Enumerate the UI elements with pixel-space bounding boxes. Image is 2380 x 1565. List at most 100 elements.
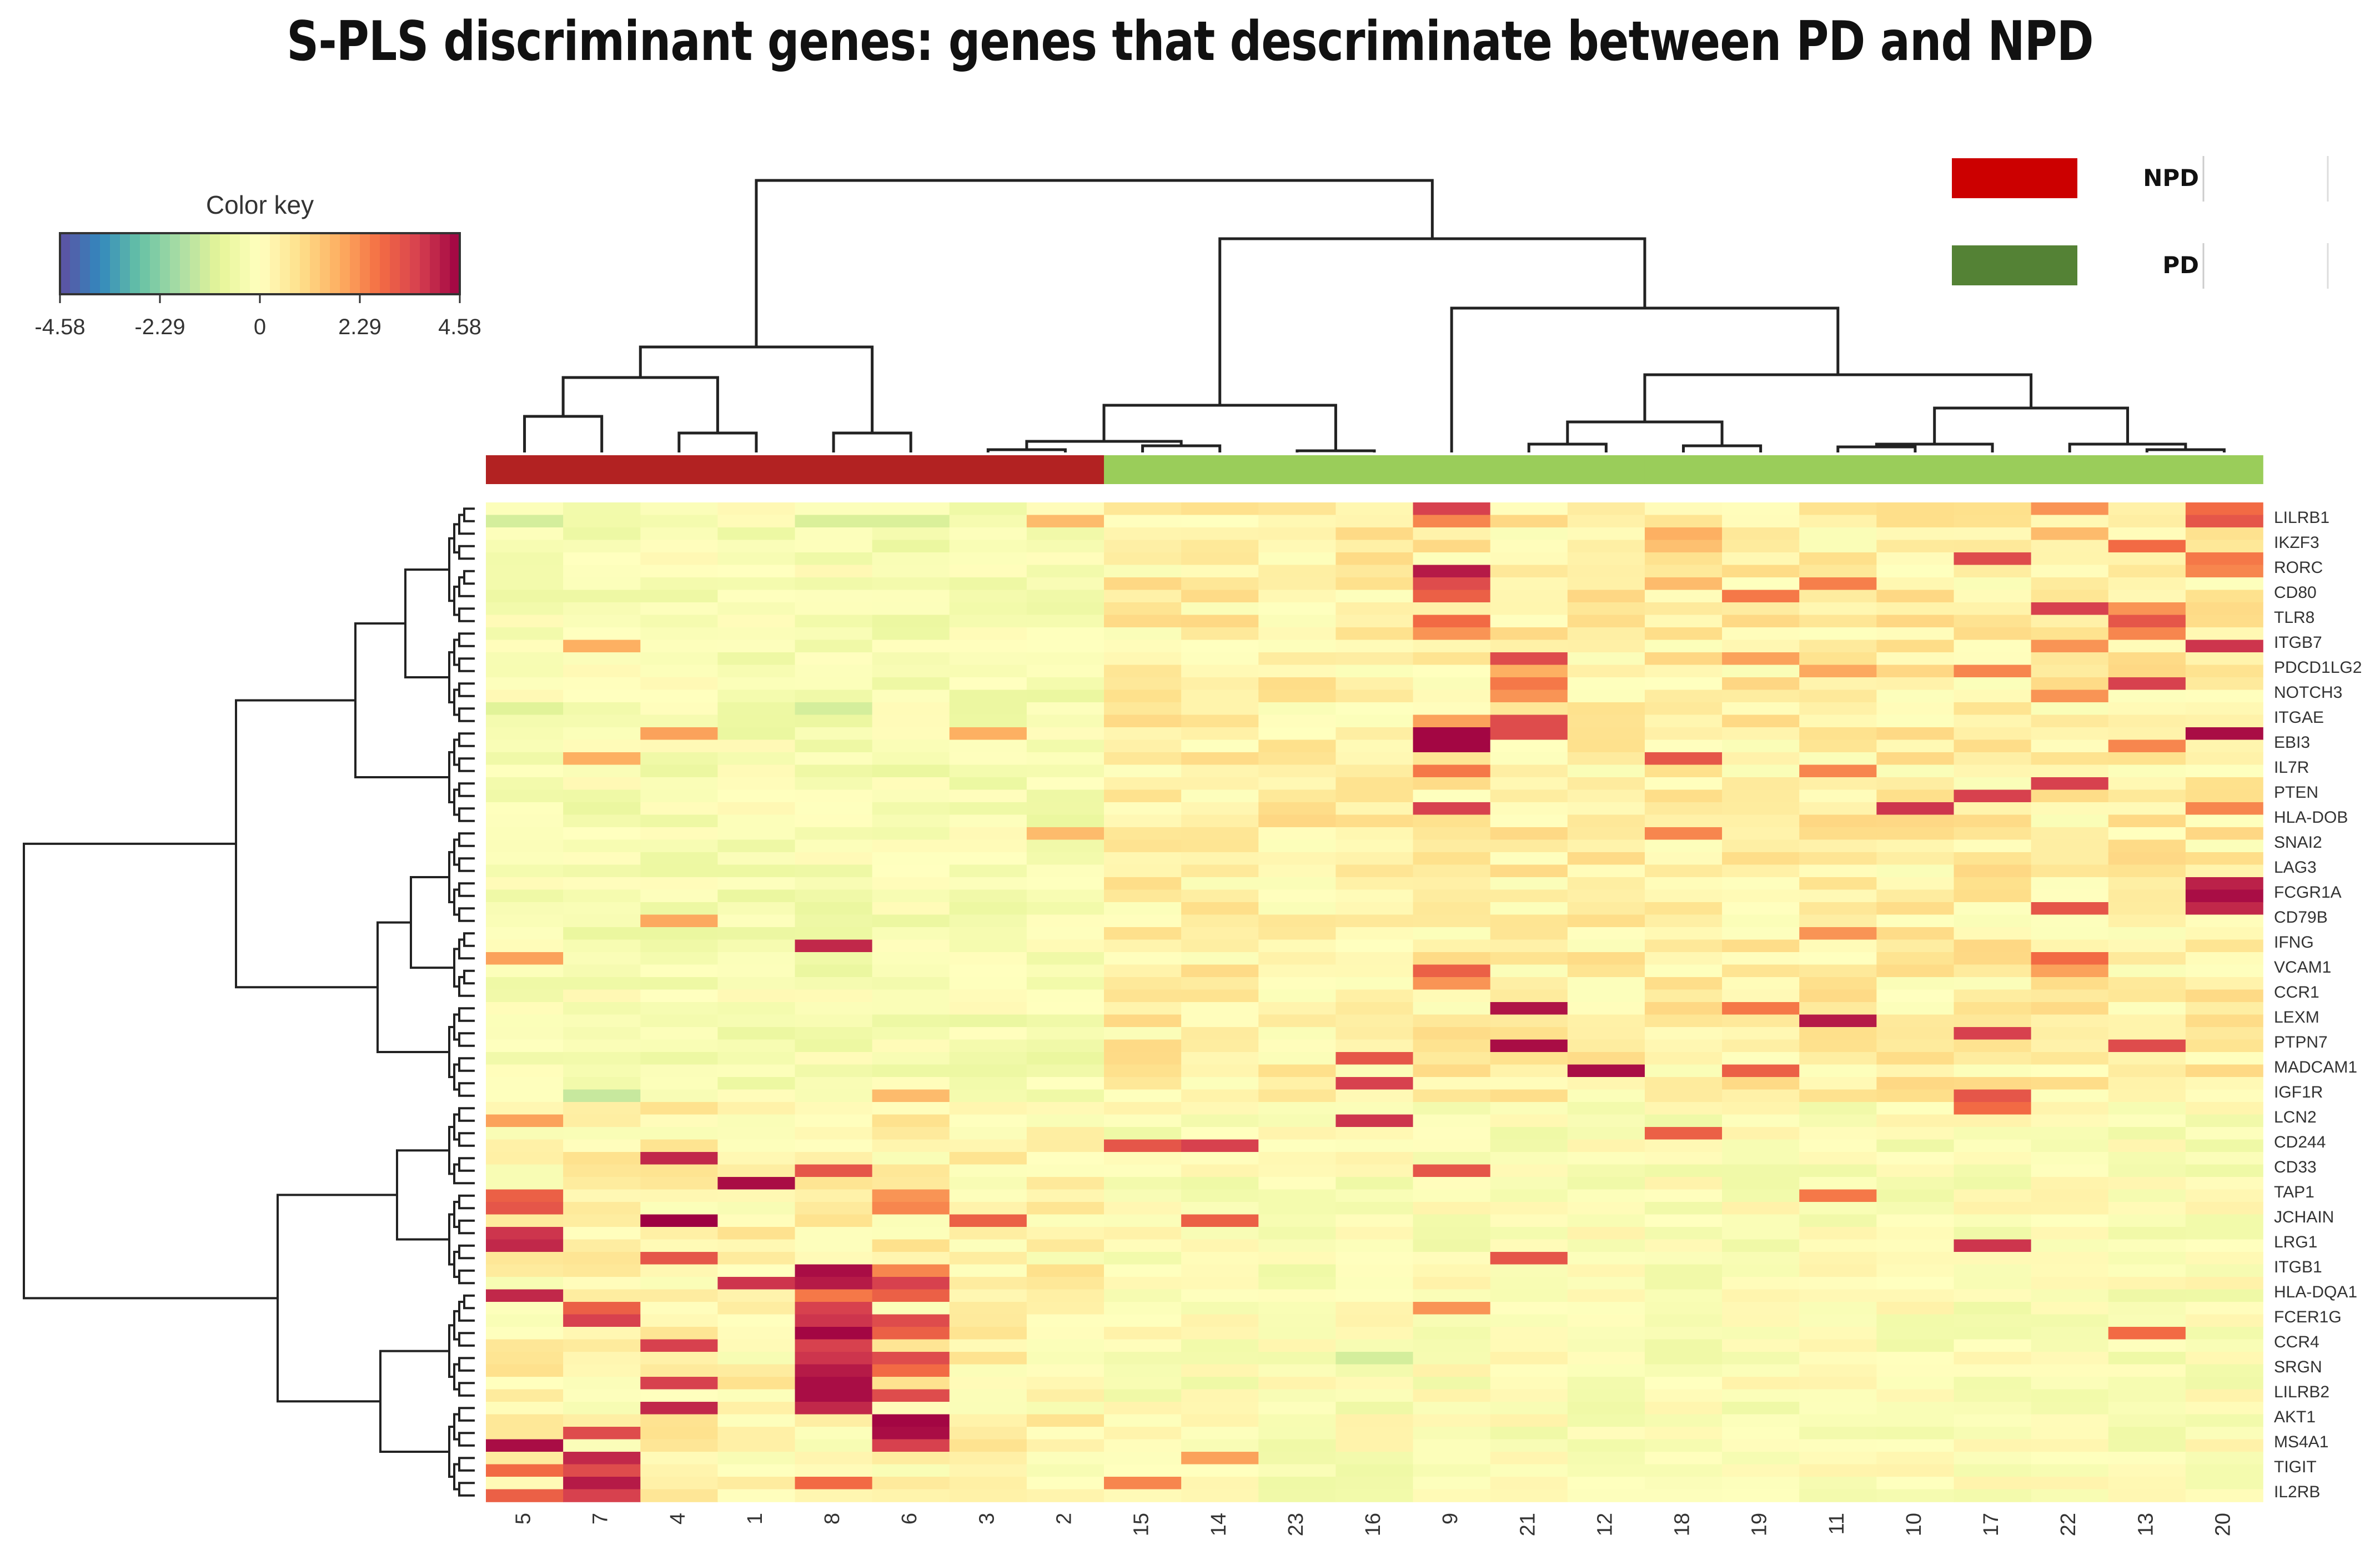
- heatmap-cell: [872, 602, 950, 615]
- heatmap-cell: [1568, 1077, 1645, 1090]
- heatmap-cell: [1258, 865, 1336, 878]
- heatmap-cell: [1645, 727, 1723, 740]
- heatmap-cell: [1568, 1202, 1645, 1215]
- heatmap-cell: [1181, 1190, 1259, 1202]
- heatmap-cell: [1954, 627, 2031, 640]
- heatmap-cell: [1413, 1027, 1491, 1040]
- heatmap-cell: [1799, 1240, 1877, 1252]
- heatmap-cell: [563, 702, 641, 715]
- group-bar-cell: [2186, 455, 2263, 484]
- heatmap-cell: [950, 765, 1027, 778]
- heatmap-cell: [1027, 877, 1104, 890]
- heatmap-cell: [486, 777, 564, 790]
- heatmap-cell: [1104, 902, 1182, 915]
- heatmap-cell: [2108, 590, 2186, 603]
- heatmap-cell: [872, 1202, 950, 1215]
- heatmap-cell: [1104, 1065, 1182, 1078]
- heatmap-cell: [1027, 1477, 1104, 1489]
- heatmap-cell: [486, 1127, 564, 1140]
- heatmap-cell: [1181, 1102, 1259, 1115]
- heatmap-cell: [1568, 1440, 1645, 1452]
- heatmap-cell: [872, 990, 950, 1003]
- heatmap-cell: [2108, 1465, 2186, 1477]
- heatmap-cell: [1799, 1365, 1877, 1377]
- column-label: 16: [1362, 1513, 1385, 1536]
- heatmap-cell: [1799, 1415, 1877, 1427]
- heatmap-cell: [1722, 527, 1800, 540]
- heatmap-cell: [1104, 1427, 1182, 1440]
- heatmap-cell: [1027, 1390, 1104, 1402]
- heatmap-cell: [2186, 1290, 2263, 1302]
- heatmap-cell: [640, 515, 718, 528]
- heatmap-cell: [563, 1415, 641, 1427]
- heatmap-cell: [1335, 1190, 1413, 1202]
- heatmap-cell: [2031, 1215, 2109, 1227]
- heatmap-cell: [1258, 827, 1336, 840]
- heatmap-cell: [1876, 1177, 1954, 1190]
- heatmap-cell: [1181, 1227, 1259, 1240]
- heatmap-cell: [1799, 1440, 1877, 1452]
- row-label: JCHAIN: [2274, 1208, 2334, 1226]
- heatmap-cell: [717, 815, 795, 828]
- heatmap-cell: [1181, 1152, 1259, 1165]
- heatmap-cell: [950, 1465, 1027, 1477]
- heatmap-cell: [1335, 1390, 1413, 1402]
- row-dendrogram-link: [459, 1158, 475, 1171]
- heatmap-cell: [2186, 1327, 2263, 1340]
- heatmap-cell: [486, 552, 564, 565]
- heatmap-cell: [1954, 1452, 2031, 1465]
- heatmap-cell: [717, 1077, 795, 1090]
- heatmap-cell: [1876, 1489, 1954, 1502]
- heatmap-cell: [486, 1102, 564, 1115]
- heatmap-cell: [872, 1465, 950, 1477]
- heatmap-cell: [1954, 1465, 2031, 1477]
- heatmap-cell: [1876, 1215, 1954, 1227]
- heatmap-cell: [717, 677, 795, 690]
- heatmap-cell: [640, 865, 718, 878]
- heatmap-cell: [1568, 1065, 1645, 1078]
- heatmap-cell: [2186, 1440, 2263, 1452]
- heatmap-cell: [2031, 977, 2109, 990]
- heatmap-cell: [872, 702, 950, 715]
- heatmap-cell: [872, 590, 950, 603]
- color-key-band: [420, 233, 430, 294]
- heatmap-cell: [1799, 702, 1877, 715]
- heatmap-cell: [950, 690, 1027, 703]
- group-bar-cell: [640, 455, 718, 484]
- column-dendrogram-link: [563, 378, 717, 433]
- heatmap-cell: [1027, 1290, 1104, 1302]
- heatmap-cell: [1876, 1265, 1954, 1277]
- heatmap-cell: [717, 602, 795, 615]
- heatmap-cell: [640, 1440, 718, 1452]
- heatmap-cell: [717, 827, 795, 840]
- heatmap-cell: [872, 1452, 950, 1465]
- heatmap-cell: [2108, 540, 2186, 553]
- heatmap-cell: [1799, 1252, 1877, 1265]
- heatmap-cell: [950, 1027, 1027, 1040]
- heatmap-cell: [1876, 590, 1954, 603]
- heatmap-cell: [795, 715, 873, 728]
- heatmap-cell: [1258, 1252, 1336, 1265]
- heatmap-cell: [2031, 1315, 2109, 1327]
- row-dendrogram-link: [459, 940, 475, 959]
- heatmap-cell: [2186, 1252, 2263, 1265]
- heatmap-cell: [563, 1190, 641, 1202]
- heatmap-cell: [872, 1427, 950, 1440]
- heatmap-cell: [1645, 1190, 1723, 1202]
- heatmap-cell: [1104, 1415, 1182, 1427]
- heatmap-cell: [950, 590, 1027, 603]
- heatmap-cell: [1722, 815, 1800, 828]
- row-label: MS4A1: [2274, 1433, 2328, 1451]
- heatmap-cell: [563, 802, 641, 815]
- heatmap-cell: [795, 702, 873, 715]
- color-key-band: [270, 233, 280, 294]
- heatmap-cell: [1413, 627, 1491, 640]
- heatmap-cell: [1645, 1215, 1723, 1227]
- heatmap-cell: [1568, 915, 1645, 928]
- heatmap-cell: [2186, 1177, 2263, 1190]
- heatmap-cell: [795, 890, 873, 903]
- heatmap-cell: [2186, 1227, 2263, 1240]
- heatmap-cell: [1258, 1440, 1336, 1452]
- group-bar-cell: [1645, 455, 1723, 484]
- heatmap-cell: [1027, 802, 1104, 815]
